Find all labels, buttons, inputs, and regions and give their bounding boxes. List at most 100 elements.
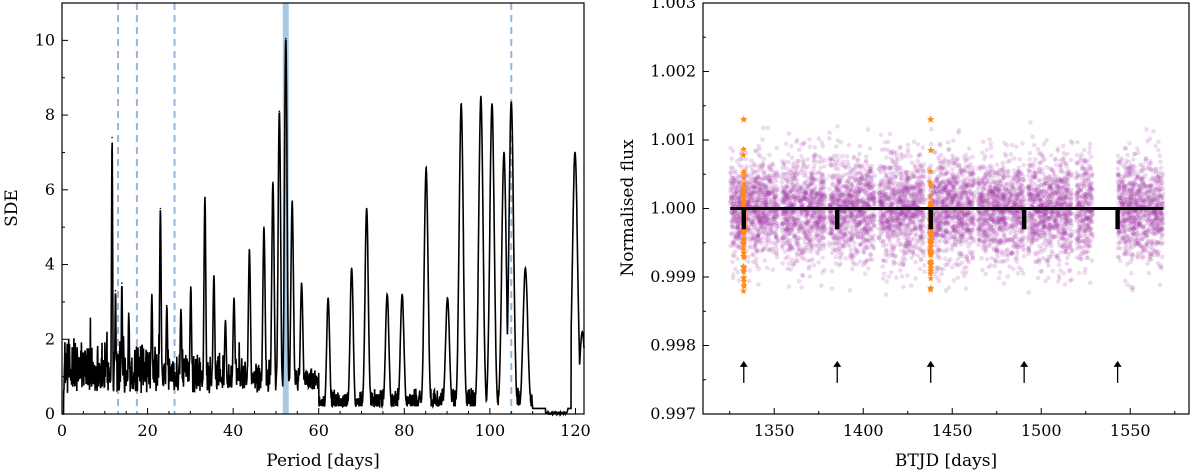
flux-point <box>787 226 792 231</box>
flux-point <box>761 209 766 215</box>
flux-point <box>943 202 948 208</box>
flux-point <box>951 278 956 283</box>
flux-point <box>804 213 810 218</box>
flux-point <box>757 163 763 168</box>
flux-point <box>850 214 855 219</box>
flux-point <box>780 241 786 247</box>
flux-point <box>735 180 740 185</box>
flux-point <box>882 146 888 152</box>
flux-point <box>788 170 794 175</box>
flux-point <box>791 174 797 180</box>
flux-point <box>760 190 766 195</box>
flux-point <box>756 180 761 186</box>
flux-point <box>941 266 946 272</box>
flux-point <box>816 227 821 232</box>
flux-point <box>763 216 768 222</box>
flux-point <box>822 226 827 232</box>
flux-point <box>966 244 971 249</box>
flux-point <box>732 249 738 255</box>
flux-point <box>808 200 813 206</box>
flux-point <box>766 231 772 236</box>
flux-point <box>996 276 1002 281</box>
flux-point <box>780 196 785 202</box>
flux-point <box>820 180 825 185</box>
flux-point <box>763 176 768 181</box>
flux-point <box>762 184 768 190</box>
flux-point <box>797 225 802 231</box>
flux-point <box>757 183 763 189</box>
flux-point <box>830 176 835 181</box>
sde-peak-point <box>284 37 287 40</box>
flux-point <box>822 198 828 203</box>
flux-point <box>755 194 760 200</box>
flux-point <box>728 178 733 183</box>
flux-point <box>781 162 787 167</box>
flux-point <box>768 164 774 170</box>
flux-point <box>794 238 800 243</box>
flux-point <box>952 234 958 239</box>
flux-point <box>817 219 822 224</box>
flux-point <box>768 226 773 231</box>
flux-point <box>804 210 810 215</box>
flux-point <box>749 196 754 202</box>
flux-point <box>908 191 914 196</box>
flux-point <box>775 187 781 192</box>
flux-point <box>821 185 826 190</box>
flux-point <box>774 145 780 151</box>
flux-point <box>794 170 800 175</box>
flux-point <box>786 247 791 253</box>
flux-point <box>734 234 739 240</box>
flux-point <box>747 244 752 250</box>
flux-point <box>800 212 805 218</box>
flux-point <box>799 142 804 147</box>
flux-point <box>765 192 770 198</box>
flux-point <box>793 233 798 239</box>
flux-point <box>801 172 806 178</box>
flux-point <box>821 223 827 229</box>
flux-point <box>767 217 772 222</box>
flux-point <box>943 221 948 226</box>
flux-point <box>758 182 764 187</box>
flux-point <box>766 179 772 184</box>
flux-point <box>756 193 762 199</box>
flux-point <box>802 250 807 255</box>
flux-point <box>736 230 741 236</box>
flux-point <box>770 211 775 217</box>
flux-point <box>752 190 757 195</box>
flux-point <box>821 180 826 185</box>
flux-point <box>884 218 890 224</box>
flux-point <box>811 188 816 193</box>
flux-point <box>772 195 777 201</box>
flux-point <box>892 228 898 234</box>
flux-point <box>783 256 788 261</box>
x-tick-label: 40 <box>223 421 243 440</box>
flux-point <box>883 191 889 197</box>
flux-point <box>731 178 737 183</box>
flux-point <box>813 224 818 230</box>
flux-point <box>787 243 793 248</box>
flux-point <box>735 225 741 231</box>
flux-point <box>821 214 827 219</box>
flux-point <box>792 173 798 178</box>
flux-point <box>922 174 927 180</box>
flux-point <box>865 266 871 271</box>
y-tick-label: 10 <box>35 30 55 49</box>
flux-point <box>787 219 792 224</box>
flux-point <box>758 192 763 198</box>
flux-point <box>749 216 754 221</box>
flux-point <box>731 202 737 207</box>
flux-point <box>819 173 825 178</box>
sde-peak-point <box>491 103 493 105</box>
flux-point <box>763 183 768 188</box>
flux-point <box>767 152 772 158</box>
flux-point <box>791 176 797 182</box>
flux-point <box>938 153 944 158</box>
flux-point <box>785 230 790 235</box>
flux-point <box>818 187 823 192</box>
flux-point <box>797 247 803 253</box>
flux-point <box>805 231 811 236</box>
flux-point <box>795 162 800 168</box>
flux-point <box>799 211 805 216</box>
flux-point <box>878 132 884 138</box>
flux-point <box>762 200 768 205</box>
